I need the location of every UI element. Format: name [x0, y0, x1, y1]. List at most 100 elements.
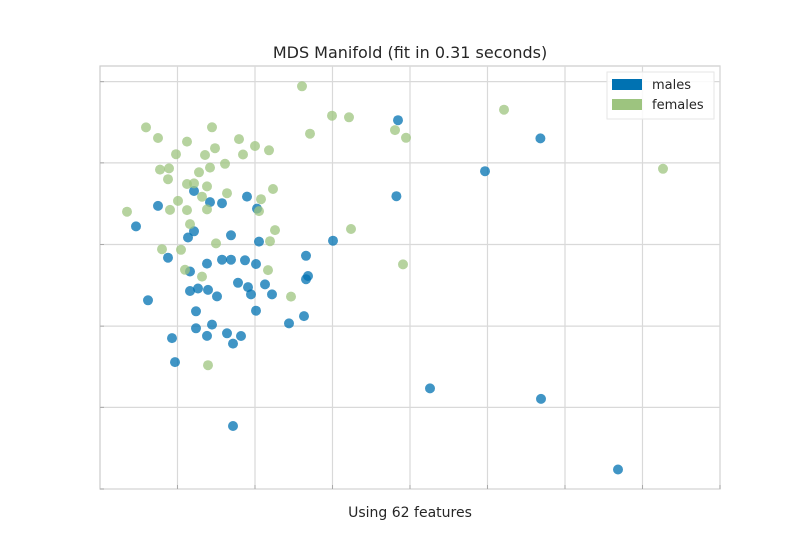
- females-point: [401, 132, 411, 143]
- males-point: [303, 271, 313, 281]
- females-point: [327, 110, 337, 121]
- females-point: [346, 224, 356, 234]
- legend: males females: [606, 71, 715, 120]
- males-point: [251, 305, 261, 316]
- males-point: [480, 166, 490, 177]
- females-point: [141, 122, 151, 133]
- females-point: [155, 164, 165, 175]
- females-point: [200, 150, 210, 160]
- females-point: [390, 125, 400, 136]
- females-point: [268, 184, 278, 194]
- females-point: [210, 143, 220, 154]
- females-point: [182, 136, 192, 147]
- males-point: [185, 286, 195, 296]
- males-point: [202, 330, 212, 341]
- females-point: [297, 81, 307, 92]
- females-point: [263, 265, 273, 276]
- males-point: [203, 284, 213, 295]
- males-point: [260, 279, 270, 290]
- males-point: [228, 421, 238, 431]
- females-point: [234, 134, 244, 145]
- males-point: [236, 331, 246, 341]
- data-points: [122, 81, 668, 475]
- males-point: [391, 191, 402, 202]
- males-point: [393, 115, 403, 126]
- females-point: [153, 133, 163, 143]
- males-point: [226, 254, 236, 265]
- males-point: [170, 357, 180, 368]
- females-point: [211, 238, 221, 249]
- females-point: [197, 191, 207, 202]
- males-point: [212, 291, 222, 302]
- males-point: [189, 186, 199, 196]
- legend-label-males: males: [652, 78, 691, 93]
- females-point: [194, 167, 204, 178]
- females-point: [164, 163, 174, 174]
- males-point: [254, 236, 264, 247]
- females-point: [207, 122, 217, 133]
- males-point: [328, 235, 338, 246]
- males-point: [143, 295, 153, 306]
- males-point: [284, 318, 294, 329]
- males-point: [191, 306, 201, 317]
- males-point: [193, 283, 203, 294]
- males-point: [425, 383, 435, 394]
- males-point: [163, 252, 173, 263]
- legend-label-females: females: [652, 98, 704, 113]
- females-point: [256, 194, 266, 205]
- axis-ticks: [100, 81, 721, 490]
- x-axis-label: Using 62 features: [348, 505, 472, 521]
- females-point: [197, 271, 207, 282]
- females-point: [238, 149, 248, 160]
- females-point: [180, 264, 190, 275]
- females-point: [286, 291, 296, 302]
- males-point: [226, 230, 236, 241]
- males-point: [299, 311, 309, 322]
- females-point: [499, 104, 509, 115]
- series-males: [131, 115, 623, 475]
- series-females: [122, 81, 668, 371]
- females-point: [344, 112, 354, 123]
- males-point: [267, 289, 277, 300]
- males-point: [246, 289, 256, 300]
- females-point: [222, 188, 232, 199]
- females-point: [171, 149, 181, 160]
- females-point: [202, 204, 212, 215]
- chart-title: MDS Manifold (fit in 0.31 seconds): [273, 43, 547, 62]
- females-point: [658, 163, 668, 174]
- females-point: [264, 145, 274, 156]
- females-point: [165, 204, 175, 215]
- males-point: [251, 259, 261, 269]
- males-point: [202, 258, 212, 269]
- males-point: [535, 133, 546, 144]
- females-point: [203, 360, 213, 371]
- males-point: [228, 338, 238, 349]
- males-point: [301, 250, 311, 261]
- males-point: [183, 232, 193, 243]
- males-point: [536, 393, 546, 404]
- females-point: [185, 219, 195, 230]
- males-point: [233, 277, 243, 288]
- females-point: [254, 206, 264, 217]
- legend-swatch-males: [612, 79, 642, 90]
- females-point: [205, 162, 215, 173]
- males-point: [167, 333, 177, 344]
- females-point: [250, 141, 260, 151]
- females-point: [270, 225, 280, 236]
- legend-swatch-females: [612, 99, 642, 110]
- males-point: [217, 198, 227, 209]
- males-point: [153, 200, 163, 211]
- males-point: [191, 323, 201, 334]
- males-point: [222, 328, 232, 339]
- females-point: [189, 178, 199, 189]
- males-point: [131, 221, 141, 232]
- females-point: [163, 174, 173, 185]
- females-point: [173, 195, 183, 206]
- females-point: [157, 244, 167, 255]
- males-point: [613, 464, 623, 475]
- females-point: [220, 158, 230, 169]
- females-point: [182, 205, 192, 216]
- females-point: [305, 128, 315, 139]
